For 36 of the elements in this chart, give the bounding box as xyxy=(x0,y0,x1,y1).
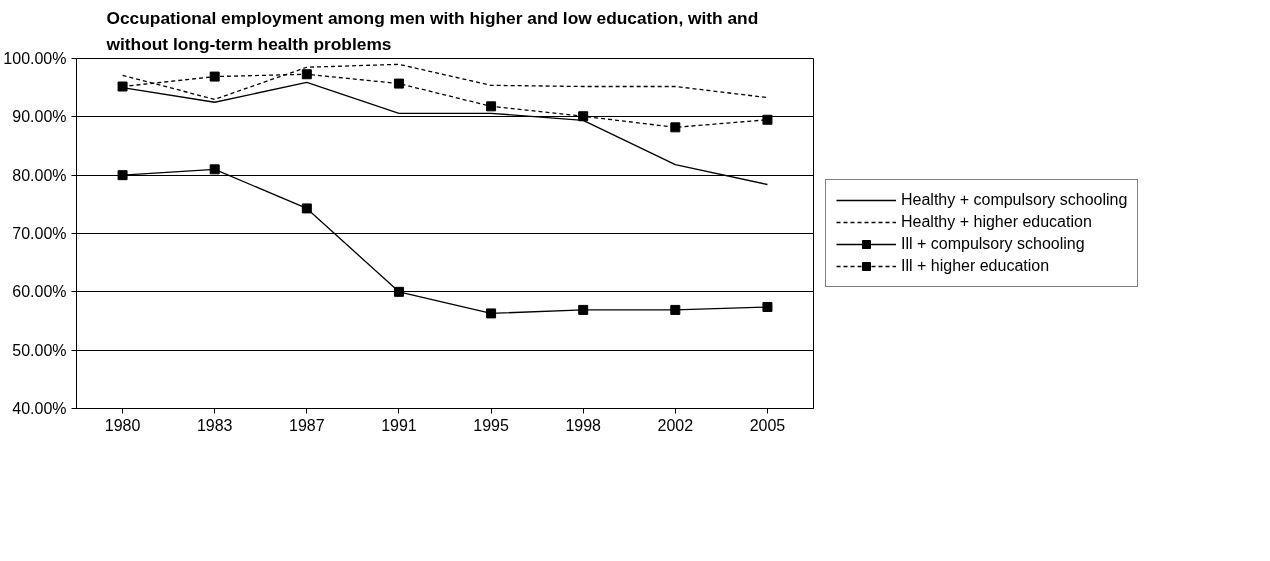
y-tick-label: 100.00% xyxy=(3,50,67,67)
point xyxy=(301,203,312,214)
chart-title: Occupational employment among men with higher and low education, with and without long-term health problems xyxy=(105,7,759,54)
point xyxy=(578,111,589,122)
legend-label: Ill + compulsory schooling xyxy=(901,235,1085,253)
x-tick-label: 2005 xyxy=(749,416,786,434)
y-tick-label: 70.00% xyxy=(12,225,67,242)
point xyxy=(670,122,681,133)
x-tick-label: 2002 xyxy=(657,416,694,434)
legend-label: Healthy + compulsory schooling xyxy=(901,191,1128,209)
point xyxy=(578,304,589,315)
x-tick-label: 1983 xyxy=(196,416,233,434)
x-tick-label: 1987 xyxy=(289,416,325,434)
y-tick-label: 80.00% xyxy=(12,166,67,184)
x-tick-label: 1998 xyxy=(565,416,602,434)
point xyxy=(393,78,404,89)
y-tick-label: 90.00% xyxy=(12,108,67,126)
point xyxy=(117,81,128,92)
x-tick-label: 1991 xyxy=(381,416,417,434)
point xyxy=(209,164,220,175)
x-tick-label: 1995 xyxy=(473,416,509,434)
legend-label: Ill + higher education xyxy=(901,257,1050,275)
point xyxy=(117,170,128,181)
point xyxy=(486,101,497,112)
y-tick-label: 50.00% xyxy=(12,341,67,359)
y-tick-label: 40.00% xyxy=(12,400,67,417)
point xyxy=(762,114,773,125)
legend-label: Healthy + higher education xyxy=(901,213,1092,231)
x-tick-label: 1980 xyxy=(104,416,141,434)
point xyxy=(486,308,497,319)
point xyxy=(301,69,312,80)
point xyxy=(393,286,404,297)
point xyxy=(670,304,681,315)
point xyxy=(762,302,773,312)
point xyxy=(209,71,220,82)
y-tick-label: 60.00% xyxy=(12,283,67,301)
